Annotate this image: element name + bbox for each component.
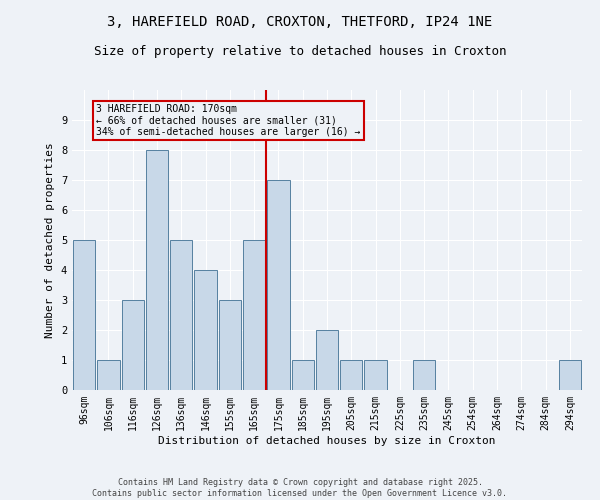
- Bar: [73, 240, 95, 390]
- Text: Size of property relative to detached houses in Croxton: Size of property relative to detached ho…: [94, 45, 506, 58]
- Text: Contains HM Land Registry data © Crown copyright and database right 2025.
Contai: Contains HM Land Registry data © Crown c…: [92, 478, 508, 498]
- Text: 3, HAREFIELD ROAD, CROXTON, THETFORD, IP24 1NE: 3, HAREFIELD ROAD, CROXTON, THETFORD, IP…: [107, 15, 493, 29]
- Bar: [243, 240, 265, 390]
- Bar: [559, 360, 581, 390]
- Bar: [218, 300, 241, 390]
- Bar: [340, 360, 362, 390]
- Bar: [316, 330, 338, 390]
- Y-axis label: Number of detached properties: Number of detached properties: [46, 142, 55, 338]
- Bar: [292, 360, 314, 390]
- Bar: [146, 150, 168, 390]
- Text: 3 HAREFIELD ROAD: 170sqm
← 66% of detached houses are smaller (31)
34% of semi-d: 3 HAREFIELD ROAD: 170sqm ← 66% of detach…: [96, 104, 361, 136]
- Bar: [170, 240, 193, 390]
- Bar: [97, 360, 119, 390]
- Bar: [364, 360, 387, 390]
- X-axis label: Distribution of detached houses by size in Croxton: Distribution of detached houses by size …: [158, 436, 496, 446]
- Bar: [194, 270, 217, 390]
- Bar: [413, 360, 436, 390]
- Bar: [267, 180, 290, 390]
- Bar: [122, 300, 144, 390]
